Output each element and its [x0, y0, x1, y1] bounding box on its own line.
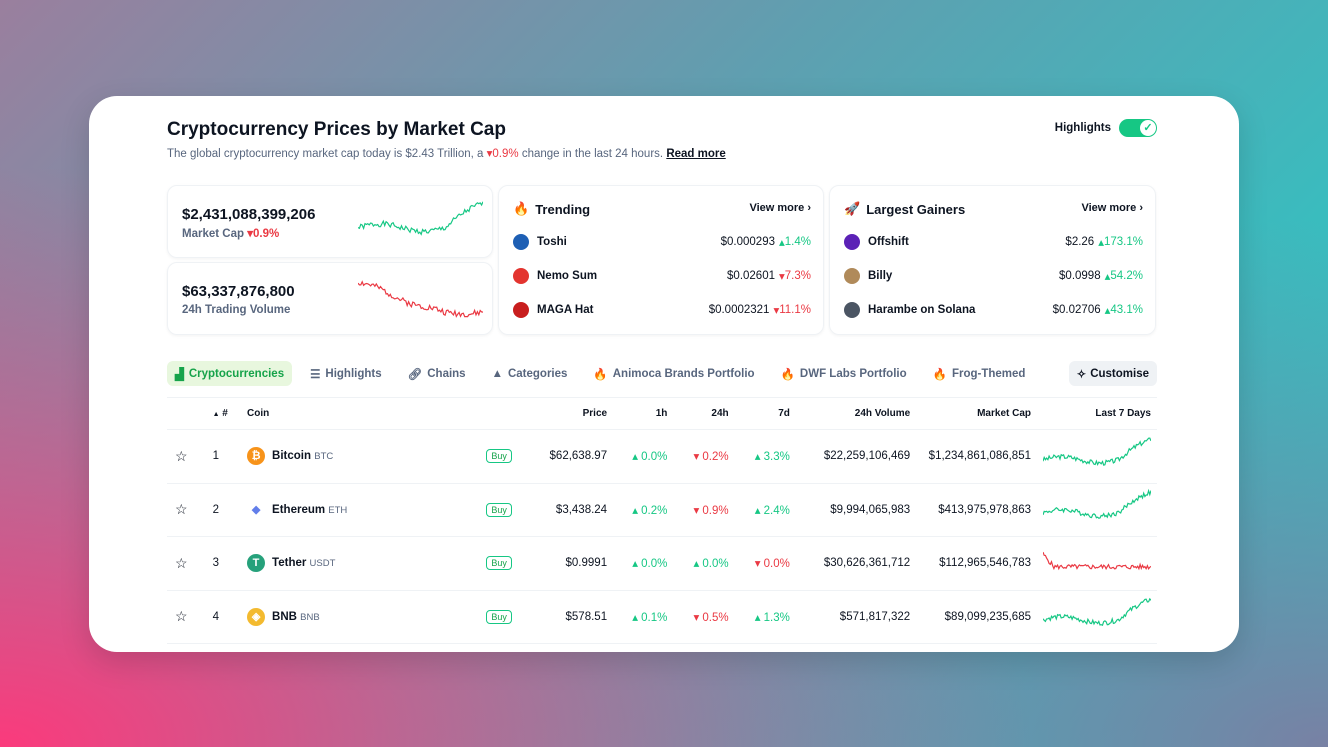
coin-cell[interactable]: T Tether USDT: [241, 536, 481, 591]
trending-view-more[interactable]: View more ›: [749, 202, 811, 214]
highlights-toggle[interactable]: ✓: [1119, 119, 1157, 137]
bar-chart-icon: ▟: [175, 368, 184, 381]
customise-button[interactable]: ✧ Customise: [1068, 361, 1157, 386]
tab-categories[interactable]: ▲ Categories: [491, 367, 568, 380]
sparkline-7d: [1042, 488, 1152, 520]
read-more-link[interactable]: Read more: [666, 148, 726, 160]
gainers-item[interactable]: Billy $0.0998 ▴ 54.2%: [844, 266, 1143, 286]
buy-button[interactable]: Buy: [486, 556, 512, 571]
tab-frog[interactable]: 🔥 Frog-Themed: [932, 367, 1026, 381]
check-icon: ✓: [1140, 120, 1156, 136]
tether-icon: T: [247, 554, 266, 573]
fire-icon: 🔥: [932, 368, 947, 381]
volume-sparkline: [358, 280, 483, 318]
sparkline-path: [1042, 598, 1152, 627]
table-row[interactable]: ☆ 4 ◈ BNB BNB Buy $578.51 ▴ 0.1% ▾ 0.5% ▴…: [167, 590, 1157, 644]
coin-icon: [513, 234, 529, 250]
category-tabs: ▟ Cryptocurrencies ☰ Highlights 🔗︎ Chains ▲…: [167, 361, 1157, 386]
gainers-item[interactable]: Harambe on Solana $0.02706 ▴ 43.1%: [844, 300, 1143, 320]
bitcoin-icon: ₿: [247, 447, 266, 466]
gainers-panel: 🚀 Largest Gainers View more › Offshift $2…: [829, 185, 1156, 335]
main-card: Cryptocurrency Prices by Market Cap The …: [89, 96, 1239, 652]
sparkline-path: [1042, 551, 1152, 571]
coin-cell[interactable]: ₿ Bitcoin BTC: [241, 429, 481, 484]
caret-down-icon: ▾: [486, 148, 493, 160]
trending-item[interactable]: MAGA Hat $0.0002321 ▾ 11.1%: [513, 300, 811, 320]
fire-icon: 🔥: [593, 368, 608, 381]
coin-cell[interactable]: ◆ Ethereum ETH: [241, 483, 481, 537]
sparkline-path: [1042, 437, 1152, 466]
sparkline-path: [358, 201, 483, 236]
coin-icon: [844, 234, 860, 250]
coins-table: ▲ # Coin Price 1h 24h 7d 24h Volume Mark…: [167, 397, 1157, 644]
sparkline-path: [1042, 488, 1152, 520]
buy-button[interactable]: Buy: [486, 502, 512, 517]
tab-cryptocurrencies[interactable]: ▟ Cryptocurrencies: [167, 361, 293, 386]
tab-highlights[interactable]: ☰ Highlights: [310, 367, 382, 381]
table-row[interactable]: ☆ 3 T Tether USDT Buy $0.9991 ▴ 0.0% ▴ 0.…: [167, 536, 1157, 591]
gainers-view-more[interactable]: View more ›: [1081, 202, 1143, 214]
trending-item[interactable]: Toshi $0.000293 ▴ 1.4%: [513, 232, 811, 252]
sparkline-7d: [1042, 598, 1152, 627]
sparkle-icon: ✧: [1076, 368, 1087, 381]
shapes-icon: ▲: [491, 367, 503, 380]
bnb-icon: ◈: [247, 607, 266, 626]
fire-icon: 🔥: [513, 201, 530, 216]
highlights-toggle-group: Highlights ✓: [1055, 119, 1157, 137]
coin-icon: [844, 268, 860, 284]
sparkline-7d: [1042, 551, 1152, 571]
trending-item[interactable]: Nemo Sum $0.02601 ▾ 7.3%: [513, 266, 811, 286]
gainers-item[interactable]: Offshift $2.26 ▴ 173.1%: [844, 232, 1143, 252]
star-icon[interactable]: ☆: [175, 447, 188, 464]
link-icon: 🔗︎: [407, 368, 423, 381]
table-row[interactable]: ☆ 1 ₿ Bitcoin BTC Buy $62,638.97 ▴ 0.0% ▾…: [167, 429, 1157, 484]
coin-icon: [513, 268, 529, 284]
market-cap-card: $2,431,088,399,206 Market Cap ▾0.9%: [167, 185, 493, 258]
buy-button[interactable]: Buy: [486, 609, 512, 624]
tab-chains[interactable]: 🔗︎ Chains: [407, 367, 466, 381]
coin-icon: [513, 302, 529, 318]
star-icon[interactable]: ☆: [175, 608, 188, 625]
trending-panel: 🔥 Trending View more › Toshi $0.000293 ▴ …: [498, 185, 824, 335]
star-icon[interactable]: ☆: [175, 501, 188, 518]
sparkline-path: [358, 280, 483, 318]
market-summary: The global cryptocurrency market cap tod…: [167, 148, 726, 160]
sparkline-7d: [1042, 437, 1152, 466]
tab-dwf[interactable]: 🔥 DWF Labs Portfolio: [780, 367, 907, 381]
table-row[interactable]: ☆ 2 ◆ Ethereum ETH Buy $3,438.24 ▴ 0.2% ▾…: [167, 483, 1157, 537]
coin-icon: [844, 302, 860, 318]
tab-animoca[interactable]: 🔥 Animoca Brands Portfolio: [593, 367, 755, 381]
fire-icon: 🔥: [780, 368, 795, 381]
buy-button[interactable]: Buy: [486, 449, 512, 464]
ethereum-icon: ◆: [247, 500, 266, 519]
list-icon: ☰: [310, 368, 321, 381]
coin-cell[interactable]: ◈ BNB BNB: [241, 590, 481, 644]
market-cap-sparkline: [358, 201, 483, 236]
rocket-icon: 🚀: [844, 201, 861, 216]
page-title: Cryptocurrency Prices by Market Cap: [167, 119, 506, 140]
star-icon[interactable]: ☆: [175, 554, 188, 571]
volume-card: $63,337,876,800 24h Trading Volume: [167, 262, 493, 335]
rank-header[interactable]: ▲ #: [206, 397, 242, 430]
